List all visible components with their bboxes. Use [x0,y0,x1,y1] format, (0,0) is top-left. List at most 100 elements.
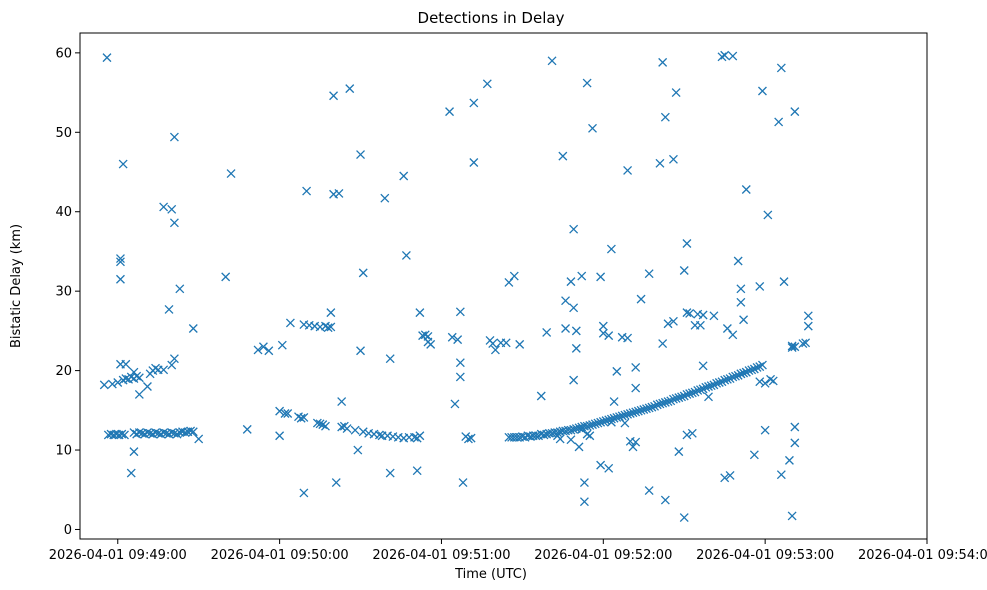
data-point [604,331,614,341]
data-point [504,277,514,287]
data-point [582,429,592,439]
data-point [658,57,668,67]
data-point [399,171,409,181]
data-point [482,79,492,89]
data-point [685,308,695,318]
data-point [615,412,624,422]
data-point [798,339,808,349]
data-point [566,277,576,287]
data-point [116,274,125,284]
data-point [285,318,295,328]
data-point [466,433,476,443]
data-point [145,369,155,379]
data-point [569,375,579,385]
data-point [717,377,727,387]
data-point [685,389,695,399]
data-point [766,374,776,384]
data-point [569,424,579,434]
data-point [120,430,129,440]
data-point [102,53,112,63]
data-point [264,346,274,356]
data-point [590,419,600,429]
data-point [588,123,597,133]
data-point [620,410,630,420]
data-point [604,463,614,473]
data-point [658,398,668,408]
data-point [698,361,708,371]
data-point [760,425,770,435]
data-point [596,460,606,470]
data-point [180,428,190,438]
data-point [194,434,204,444]
data-point [415,308,425,318]
data-point [631,362,641,372]
data-point [731,371,740,381]
data-point [744,366,754,376]
data-point [655,158,665,168]
data-point [142,428,152,438]
data-point [126,468,136,478]
data-point [455,358,465,368]
x-tick-label: 2026-04-01 09:49:00 [49,548,187,563]
data-point [253,345,263,355]
data-point [647,402,657,412]
data-point [596,272,606,282]
data-point [606,414,616,424]
x-tick-label: 2026-04-01 09:53:00 [696,548,834,563]
data-point [164,304,174,314]
data-point [242,424,252,434]
data-point [515,339,525,349]
y-tick-label: 10 [55,444,72,459]
data-point [134,389,144,399]
data-point [763,210,773,220]
data-point [636,294,646,304]
data-point [741,367,751,377]
data-point [612,366,622,376]
data-point [695,320,705,330]
data-point [747,365,757,375]
data-point [358,427,368,437]
data-point [536,391,546,401]
data-point [283,409,293,418]
data-point [169,132,179,142]
data-point [509,271,519,281]
data-point [159,428,169,438]
y-tick-label: 20 [55,364,72,379]
data-point [455,307,465,317]
data-point [588,420,597,430]
data-point [631,437,641,447]
data-point [631,383,641,393]
data-point [151,428,160,438]
data-point [571,326,581,336]
data-point [663,319,673,329]
data-point [650,401,660,411]
data-point [116,257,125,267]
data-point [760,378,770,388]
data-point [447,332,457,342]
data-point [552,428,562,438]
data-point [725,374,735,384]
data-point [787,341,797,351]
data-point [353,445,363,455]
data-point [749,450,759,460]
data-point [644,486,654,496]
data-point [658,339,668,349]
data-point [704,382,713,391]
data-point [714,378,724,387]
data-point [625,409,635,418]
data-point [757,360,767,370]
data-point [331,478,341,488]
data-point [99,380,109,390]
data-point [752,362,762,372]
data-point [687,388,697,398]
data-point [121,359,131,369]
data-point [574,442,584,452]
x-axis-label: Time (UTC) [454,567,527,582]
data-point [577,271,587,281]
data-point [671,393,681,403]
data-point [736,297,746,307]
data-point [598,328,608,338]
data-point [458,478,468,488]
